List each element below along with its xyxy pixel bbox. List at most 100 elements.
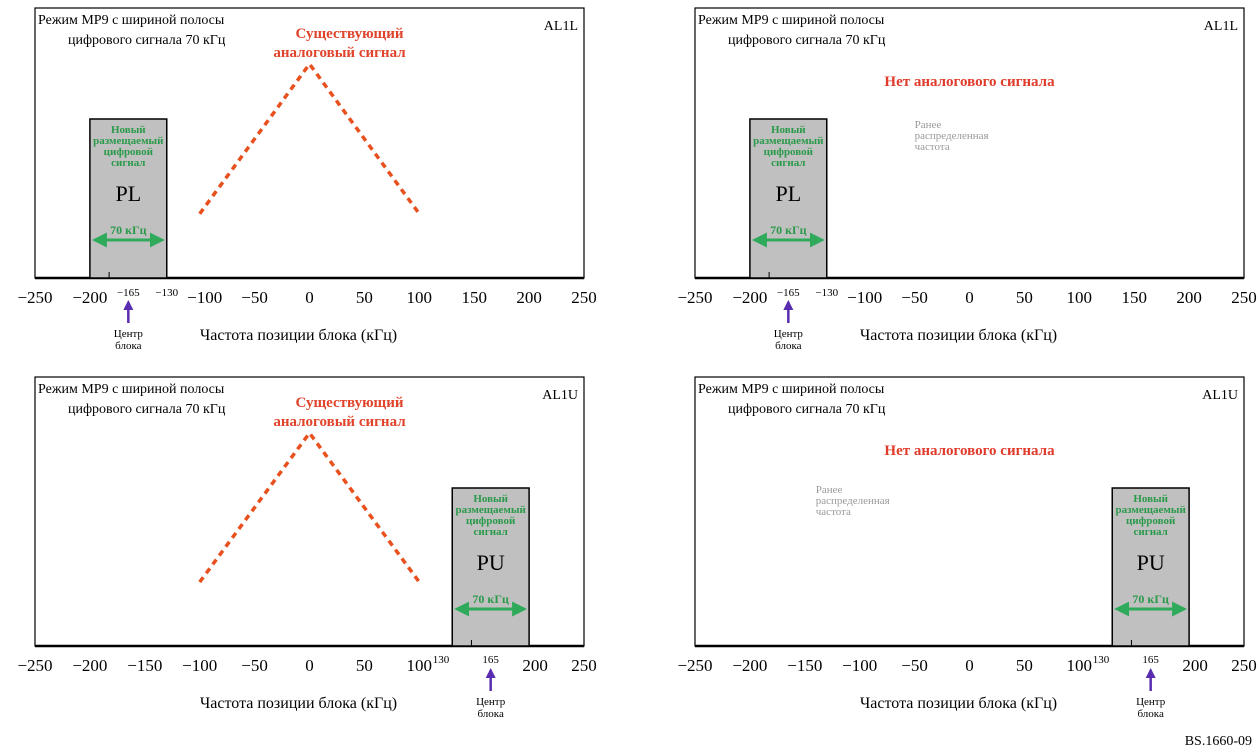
block-edge-value: 130 <box>1093 654 1110 666</box>
panel-bottom-right: Режим MP9 с шириной полосы цифрового сигн… <box>677 376 1257 720</box>
no-analog-label: Нет аналогового сигнала <box>884 443 1055 459</box>
block-name: PU <box>477 550 505 575</box>
block-tag: AL1U <box>542 388 578 403</box>
block-center-line1: Центр <box>114 328 144 340</box>
block-tag: AL1L <box>544 19 578 34</box>
digital-block <box>451 487 530 647</box>
digital-block <box>749 118 828 279</box>
mode-label-line1: Режим MP9 с шириной полосы <box>38 13 225 28</box>
tick-label: 50 <box>1016 656 1033 675</box>
tick-label: −150 <box>127 656 162 675</box>
mode-label-line1: Режим MP9 с шириной полосы <box>698 382 885 397</box>
tick-label: −200 <box>72 288 107 307</box>
tick-label: −250 <box>677 288 712 307</box>
tick-label: 50 <box>356 656 373 675</box>
tick-label: −100 <box>842 656 877 675</box>
new-digital-label-1: Новый <box>771 124 806 136</box>
tick-label: 100 <box>1067 656 1093 675</box>
existing-analog-line2: аналоговый сигнал <box>273 414 406 430</box>
mode-label-line2: цифрового сигнала 70 кГц <box>68 402 226 417</box>
new-digital-label-1: Новый <box>111 124 146 136</box>
bandwidth-label: 70 кГц <box>472 592 509 606</box>
axis-title: Частота позиции блока (кГц) <box>200 695 397 712</box>
block-center-line2: блока <box>775 340 801 352</box>
digital-block <box>89 118 168 279</box>
block-edge-value: 130 <box>433 654 450 666</box>
tick-label: 50 <box>356 288 373 307</box>
new-digital-label-2: размещаемый <box>455 504 526 516</box>
axis-title: Частота позиции блока (кГц) <box>860 327 1057 344</box>
analog-signal-spectrum <box>198 61 421 215</box>
tick-label: −250 <box>677 656 712 675</box>
axis-title: Частота позиции блока (кГц) <box>200 327 397 344</box>
new-digital-label-1: Новый <box>1133 493 1168 505</box>
bandwidth-label: 70 кГц <box>110 223 147 237</box>
block-name: PL <box>115 181 141 206</box>
tick-label: 0 <box>965 656 974 675</box>
new-digital-label-3: цифровой <box>466 515 516 527</box>
tick-label: 250 <box>571 656 597 675</box>
block-tag: AL1L <box>1204 19 1238 34</box>
tick-label: 100 <box>407 656 433 675</box>
mode-label-line1: Режим MP9 с шириной полосы <box>38 382 225 397</box>
tick-label: −50 <box>901 656 928 675</box>
mode-label-line2: цифрового сигнала 70 кГц <box>68 33 226 48</box>
new-digital-label-1: Новый <box>473 493 508 505</box>
tick-label: −150 <box>787 656 822 675</box>
tick-label: −100 <box>847 288 882 307</box>
new-digital-label-2: размещаемый <box>1115 504 1186 516</box>
existing-analog-line1: Существующий <box>296 26 404 42</box>
tick-label: 0 <box>305 656 314 675</box>
tick-label: −200 <box>732 656 767 675</box>
tick-label: 150 <box>461 288 487 307</box>
block-tag: AL1U <box>1202 388 1238 403</box>
tick-label: −100 <box>182 656 217 675</box>
tick-label: 200 <box>516 288 542 307</box>
digital-block <box>1111 487 1190 647</box>
analog-signal-spectrum <box>198 430 421 584</box>
mode-label-line2: цифрового сигнала 70 кГц <box>728 402 886 417</box>
previously-allocated-line-1: Ранее <box>816 484 843 496</box>
block-center-value: −165 <box>117 287 140 299</box>
new-digital-label-4: сигнал <box>1134 526 1168 538</box>
tick-label: −50 <box>241 656 268 675</box>
block-name: PU <box>1137 550 1165 575</box>
block-name: PL <box>775 181 801 206</box>
tick-label: −50 <box>901 288 928 307</box>
tick-label: −250 <box>17 288 52 307</box>
new-digital-label-2: размещаемый <box>753 135 824 147</box>
tick-label: 200 <box>522 656 548 675</box>
block-center-value: 165 <box>1142 654 1159 666</box>
new-digital-label-4: сигнал <box>111 157 145 169</box>
block-center-line2: блока <box>1137 708 1163 720</box>
previously-allocated-line-1: Ранее <box>915 119 942 131</box>
tick-label: 250 <box>571 288 597 307</box>
existing-analog-line1: Существующий <box>296 395 404 411</box>
tick-label: 150 <box>1121 288 1147 307</box>
panel-top-left: Режим MP9 с шириной полосы цифрового сигн… <box>17 7 597 352</box>
bandwidth-label: 70 кГц <box>1132 592 1169 606</box>
existing-analog-line2: аналоговый сигнал <box>273 45 406 61</box>
tick-label: 100 <box>407 288 433 307</box>
tick-label: 100 <box>1067 288 1093 307</box>
new-digital-label-3: цифровой <box>104 146 154 158</box>
block-center-value: −165 <box>777 287 800 299</box>
block-center-line2: блока <box>477 708 503 720</box>
tick-label: −250 <box>17 656 52 675</box>
previously-allocated-line-2: распределенная <box>915 130 989 142</box>
tick-label: 200 <box>1176 288 1202 307</box>
no-analog-label: Нет аналогового сигнала <box>884 74 1055 90</box>
figure-reference: BS.1660-09 <box>1185 734 1252 749</box>
tick-label: 0 <box>305 288 314 307</box>
panel-bottom-left: Режим MP9 с шириной полосы цифрового сигн… <box>17 376 597 720</box>
tick-label: −200 <box>732 288 767 307</box>
block-edge-value: −130 <box>815 287 838 299</box>
axis-title: Частота позиции блока (кГц) <box>860 695 1057 712</box>
block-center-line1: Центр <box>476 696 506 708</box>
new-digital-label-4: сигнал <box>771 157 805 169</box>
panel-top-right: Режим MP9 с шириной полосы цифрового сигн… <box>677 7 1257 352</box>
tick-label: 250 <box>1231 656 1257 675</box>
mode-label-line1: Режим MP9 с шириной полосы <box>698 13 885 28</box>
previously-allocated-line-2: распределенная <box>816 495 890 507</box>
tick-label: 250 <box>1231 288 1257 307</box>
